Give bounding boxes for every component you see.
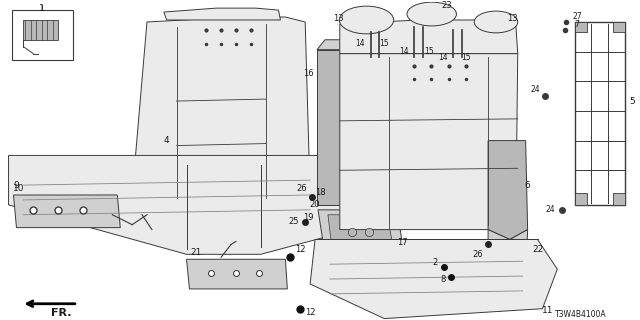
Text: 18: 18 <box>315 188 325 196</box>
Text: 8: 8 <box>440 275 445 284</box>
Ellipse shape <box>474 11 518 33</box>
Text: 14: 14 <box>399 47 409 56</box>
Polygon shape <box>575 22 587 32</box>
Text: FR.: FR. <box>51 308 71 318</box>
Polygon shape <box>575 22 625 205</box>
Polygon shape <box>575 193 587 205</box>
Text: 2: 2 <box>432 258 437 267</box>
Text: 16: 16 <box>303 69 314 78</box>
Polygon shape <box>24 20 58 40</box>
Text: 15: 15 <box>424 47 433 56</box>
Text: 24: 24 <box>531 85 540 94</box>
Text: 5: 5 <box>630 97 636 106</box>
Polygon shape <box>318 210 404 254</box>
Text: 15: 15 <box>461 53 471 62</box>
Text: 23: 23 <box>441 1 452 10</box>
Polygon shape <box>328 215 393 247</box>
Text: 4: 4 <box>164 136 170 145</box>
Text: 24: 24 <box>545 205 555 214</box>
Polygon shape <box>13 195 120 228</box>
Text: 12: 12 <box>305 308 316 317</box>
Text: 7: 7 <box>575 20 579 29</box>
Ellipse shape <box>339 6 394 34</box>
Text: 26: 26 <box>473 250 483 259</box>
Text: 20: 20 <box>310 200 320 209</box>
Text: 10: 10 <box>13 184 24 193</box>
Polygon shape <box>340 54 518 229</box>
Text: 17: 17 <box>397 238 408 247</box>
Polygon shape <box>317 40 355 50</box>
Text: 21: 21 <box>191 248 202 257</box>
Polygon shape <box>132 17 310 195</box>
Polygon shape <box>317 50 345 205</box>
Text: 13: 13 <box>508 13 518 22</box>
Text: 14: 14 <box>438 53 447 62</box>
Text: 1: 1 <box>39 4 45 12</box>
Ellipse shape <box>407 2 456 26</box>
Polygon shape <box>310 239 557 319</box>
Text: 9: 9 <box>13 180 19 190</box>
Polygon shape <box>8 156 355 254</box>
Polygon shape <box>488 140 527 239</box>
Polygon shape <box>186 259 287 289</box>
Text: 12: 12 <box>295 245 305 254</box>
Polygon shape <box>612 193 625 205</box>
Text: 26: 26 <box>297 184 307 193</box>
Text: 6: 6 <box>525 180 531 190</box>
Text: 25: 25 <box>288 217 298 226</box>
Text: 19: 19 <box>303 213 314 222</box>
Text: 11: 11 <box>541 306 553 315</box>
Text: 15: 15 <box>380 39 389 48</box>
Text: T3W4B4100A: T3W4B4100A <box>555 310 607 319</box>
Polygon shape <box>488 229 527 279</box>
Text: 22: 22 <box>532 245 543 254</box>
Polygon shape <box>12 10 73 60</box>
Polygon shape <box>612 22 625 32</box>
Text: 13: 13 <box>333 13 344 22</box>
Text: 14: 14 <box>355 39 364 48</box>
Polygon shape <box>340 20 518 54</box>
Text: 27: 27 <box>572 12 582 20</box>
Polygon shape <box>164 8 280 20</box>
